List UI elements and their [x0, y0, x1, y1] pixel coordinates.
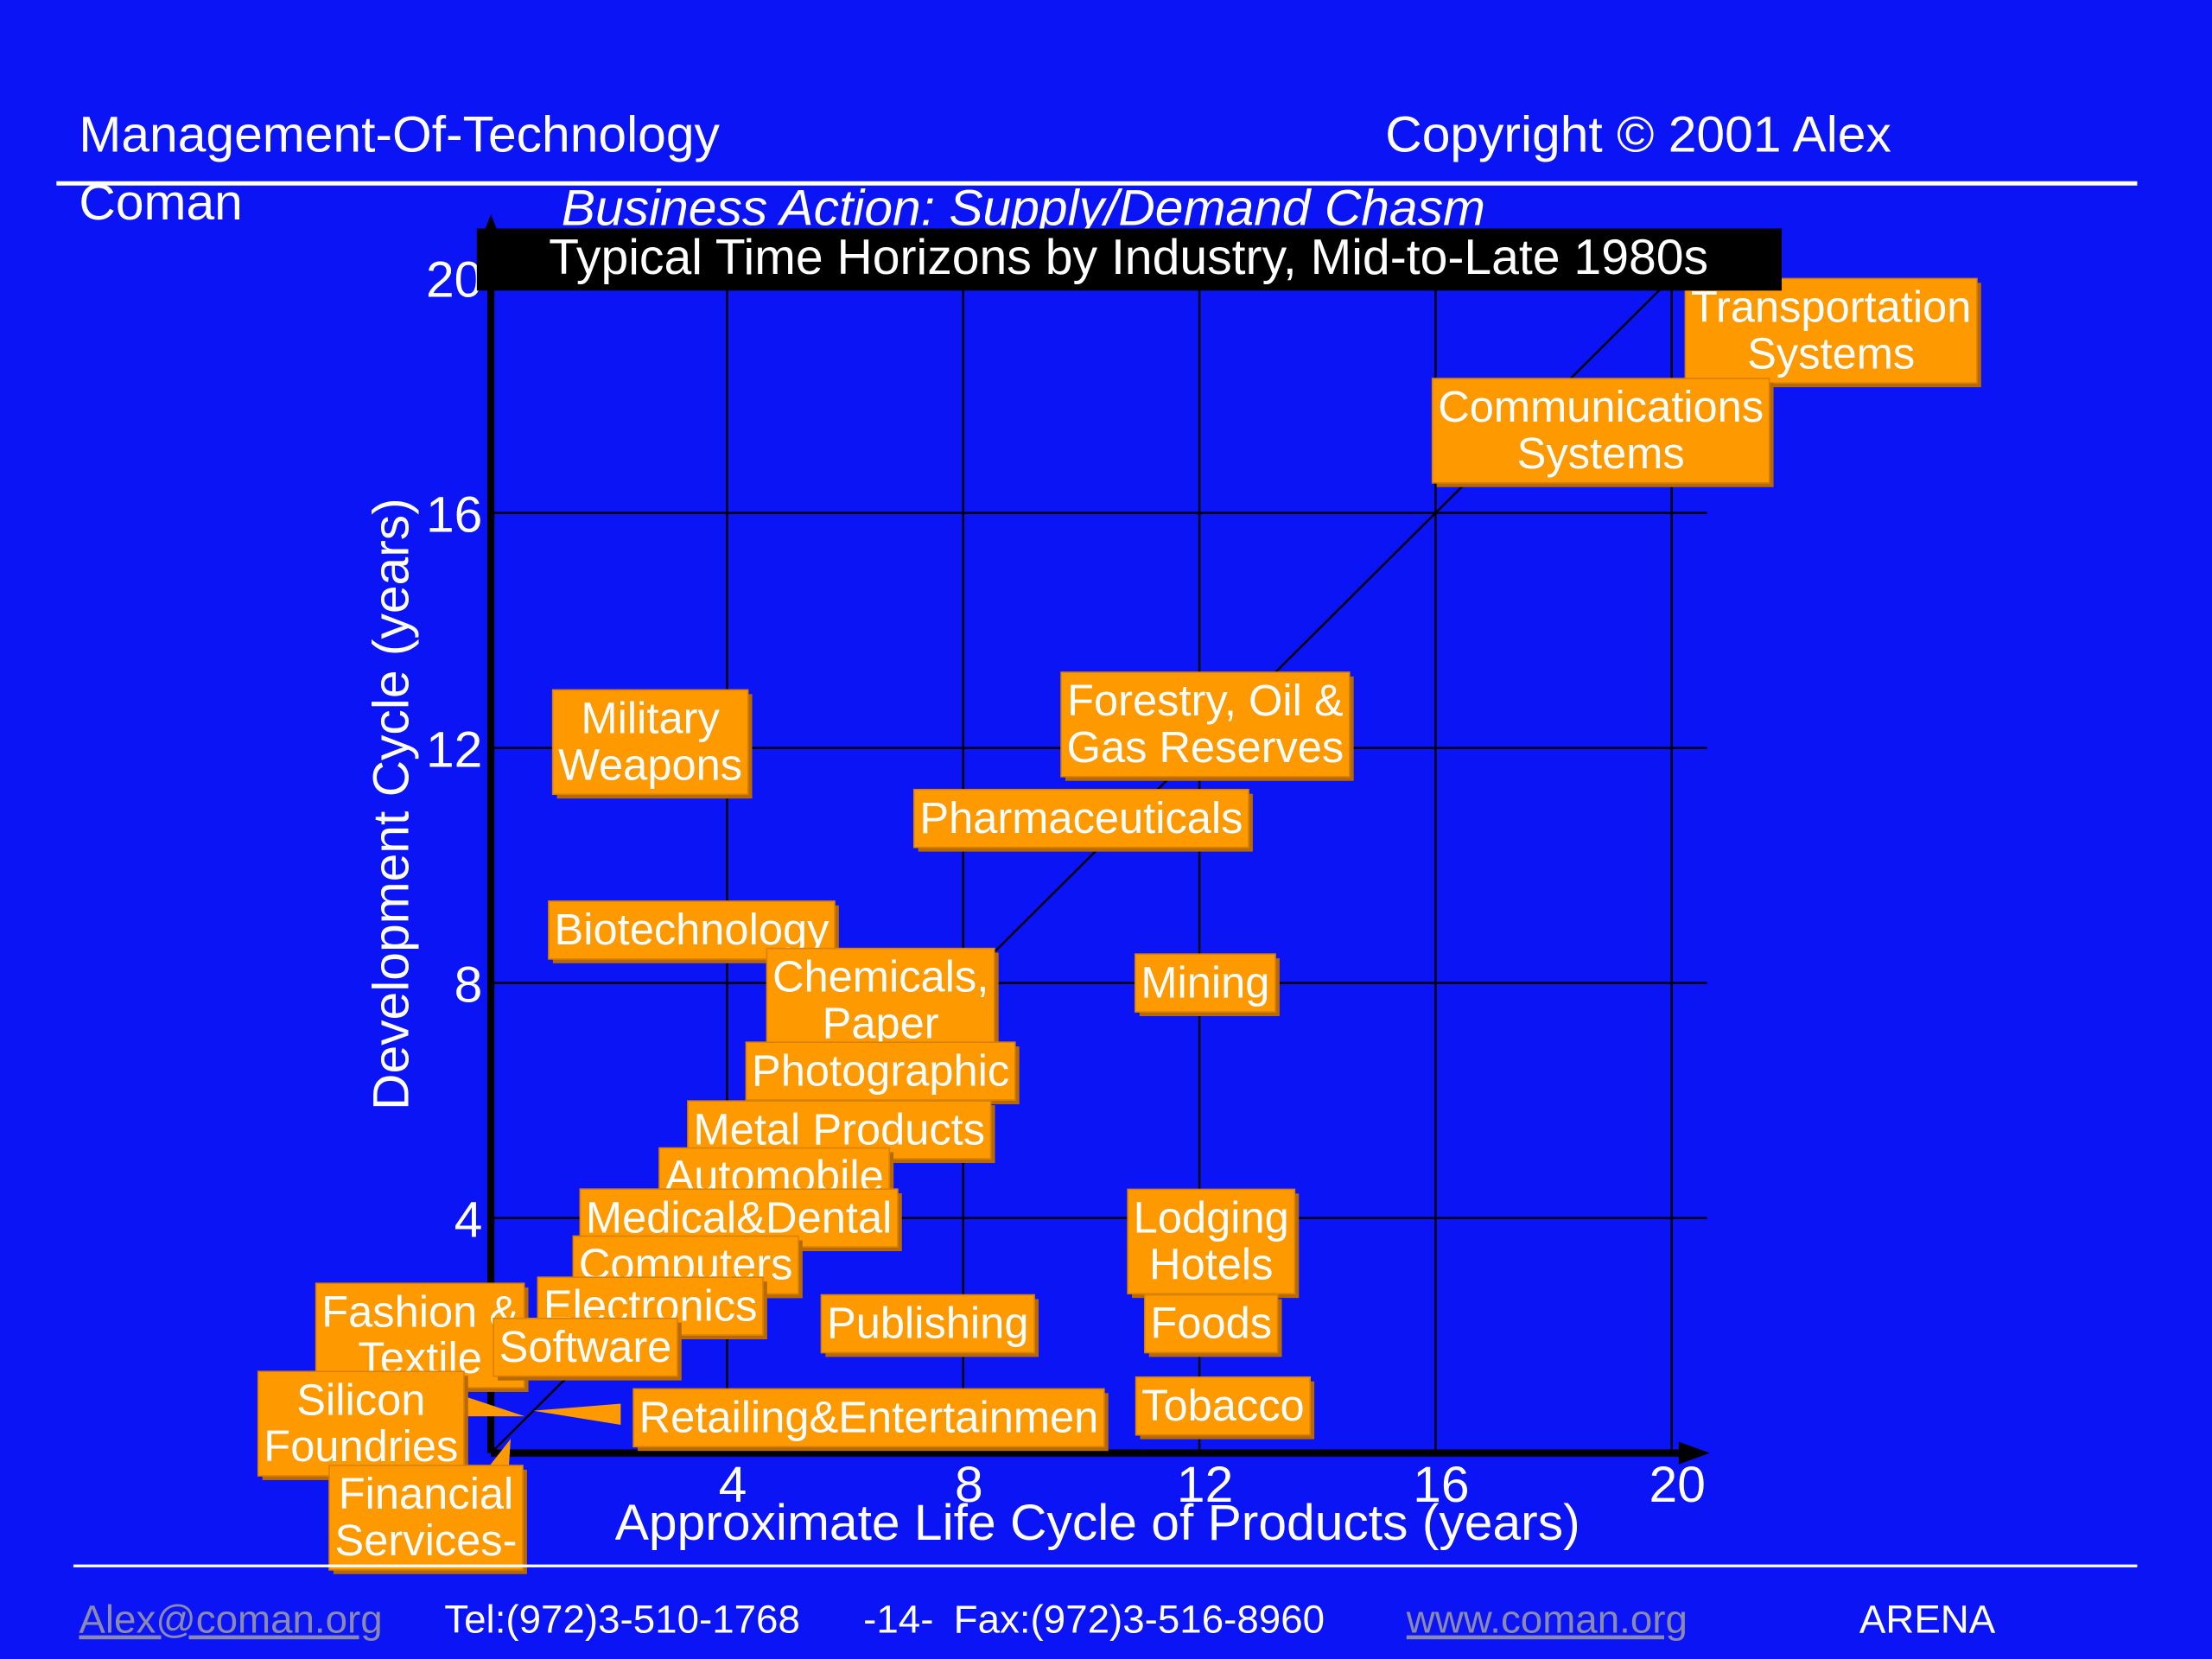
point-box	[1144, 1294, 1279, 1354]
point-label-text: Medical&Dental	[586, 1192, 892, 1242]
point-label-text: Lodging	[1134, 1193, 1289, 1243]
y-tick-label: 4	[454, 1192, 483, 1249]
point-label-text: Systems	[1747, 328, 1915, 378]
point-label-text: Software	[499, 1322, 672, 1371]
point-box	[913, 788, 1249, 849]
point-label-text: Metal Products	[694, 1104, 986, 1154]
header-right: Copyright © 2001 Alex	[1385, 107, 1891, 163]
subtitle: Business Action: Supply/Demand Chasm	[562, 180, 1485, 236]
point-label-text: Pharmaceuticals	[919, 793, 1243, 842]
x-tick-label: 16	[1413, 1457, 1469, 1513]
point-box	[1127, 1188, 1296, 1295]
point-label-text: Military	[582, 694, 721, 743]
point-label-text: Fashion &	[321, 1287, 518, 1336]
point-label-text: Services-	[335, 1516, 518, 1565]
point-box	[493, 1317, 678, 1377]
point-label-text: Biotechnology	[554, 905, 830, 954]
footer-fax: Fax:(972)3-516-8960	[954, 1598, 1325, 1642]
point-box	[745, 1041, 1016, 1101]
point-box	[1060, 671, 1351, 778]
footer-email[interactable]: Alex@coman.org	[79, 1598, 382, 1642]
callout	[465, 1396, 525, 1417]
point-box	[766, 947, 995, 1054]
point-label: Publishing	[820, 1294, 1039, 1357]
point-label-text: Chemicals,	[772, 952, 988, 1001]
y-axis-label: Development Cycle (years)	[364, 498, 420, 1110]
footer-tel: Tel:(972)3-510-1768	[444, 1598, 800, 1642]
point-label-text: Foundries	[264, 1421, 458, 1471]
point-label-text: Paper	[823, 999, 939, 1048]
point-label: Pharmaceuticals	[913, 788, 1253, 852]
point-label-text: Publishing	[827, 1299, 1029, 1348]
point-label: Software	[493, 1317, 682, 1381]
header-left: Management-Of-Technology	[79, 107, 720, 163]
point-label: Retailing&Entertainmen	[632, 1388, 1109, 1452]
point-box	[328, 1465, 524, 1571]
point-label-text: Forestry, Oil &	[1067, 676, 1344, 725]
point-label-text: Foods	[1150, 1299, 1272, 1348]
chart-title: Typical Time Horizons by Industry, Mid-t…	[549, 230, 1708, 285]
point-box	[1135, 1376, 1312, 1436]
point-box	[1135, 953, 1276, 1013]
point-box	[820, 1294, 1035, 1354]
point-label: Tobacco	[1135, 1376, 1315, 1440]
y-tick-label: 8	[454, 957, 483, 1014]
point-label-text: Hotels	[1149, 1239, 1273, 1288]
plot: 4 8 12 16 20 4 8 12 16 20 TransportationSystemsCom…	[257, 214, 1981, 1574]
footer-web[interactable]: www.coman.org	[1406, 1598, 1688, 1642]
point-label-text: Mining	[1141, 957, 1269, 1007]
point-box	[632, 1388, 1105, 1448]
y-tick-label: 20	[426, 252, 482, 308]
point-label: Chemicals,Paper	[766, 947, 999, 1058]
point-label-text: Silicon	[296, 1375, 425, 1424]
point-label: Forestry, Oil &Gas Reserves	[1060, 671, 1354, 781]
point-label-text: Systems	[1517, 429, 1685, 478]
x-tick-label: 20	[1649, 1457, 1706, 1513]
point-label-text: Weapons	[558, 740, 742, 789]
point-box	[1431, 378, 1770, 484]
point-label: Photographic	[745, 1041, 1020, 1104]
point-box	[551, 689, 749, 796]
point-label-text: Gas Reserves	[1067, 722, 1344, 772]
point-box	[1684, 277, 1978, 385]
point-label: Mining	[1135, 953, 1280, 1016]
footer-page: -14-	[863, 1598, 933, 1642]
point-label-text: Communications	[1438, 382, 1764, 431]
point-label-text: Tobacco	[1141, 1381, 1305, 1430]
point-label-text: Financial	[339, 1469, 514, 1518]
x-tick-label: 8	[955, 1457, 983, 1513]
point-box	[257, 1370, 465, 1477]
x-axis-arrow	[1678, 1441, 1710, 1465]
y-tick-label: 16	[426, 487, 482, 543]
x-axis-label: Approximate Life Cycle of Products (year…	[615, 1495, 1580, 1551]
point-label: Foods	[1144, 1294, 1282, 1357]
x-tick-label: 12	[1177, 1457, 1233, 1513]
y-tick-label: 12	[426, 722, 482, 779]
footer-brand: ARENA	[1859, 1598, 1996, 1642]
point-label-text: Retailing&Entertainmen	[639, 1392, 1099, 1441]
title-bg	[476, 228, 1783, 291]
point-box	[315, 1282, 525, 1389]
x-tick-label: 4	[719, 1457, 747, 1513]
point-label-text: Photographic	[752, 1046, 1009, 1095]
